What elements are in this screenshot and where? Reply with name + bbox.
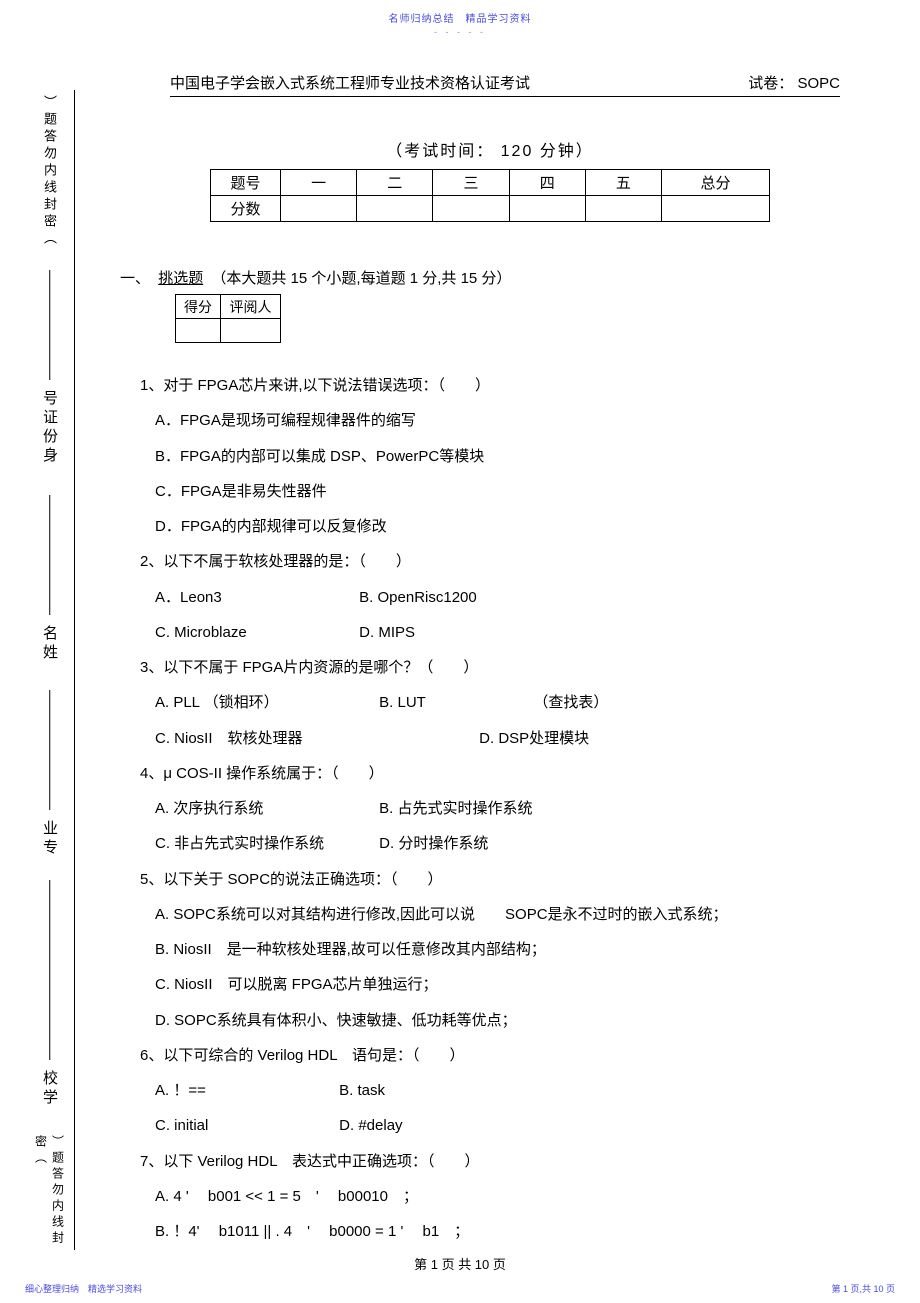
score-cell-value [176,319,221,343]
score-value-row: 分数 [211,196,770,222]
footer-right-watermark: 第 1 页,共 10 页 [831,1282,895,1295]
q3-d: D. DSP处理模块 [479,721,589,756]
q6-row1: A. ！== B. task [140,1073,860,1108]
id-label: 号证份身 [39,390,60,466]
q3-stem: 3、以下不属于 FPGA片内资源的是哪个？（ ） [140,650,860,685]
section-num: 一、 [120,270,150,287]
q4-d: D. 分时操作系统 [379,826,488,861]
section-1-title: 一、 挑选题 （本大题共 15 个小题,每道题 1 分,共 15 分） [120,267,860,288]
td-1 [281,196,357,222]
exam-title-left: 中国电子学会嵌入式系统工程师专业技术资格认证考试 [170,72,530,93]
q3: 3、以下不属于 FPGA片内资源的是哪个？（ ） A. PLL （锁相环） B.… [140,650,860,756]
q5-a: A. SOPC系统可以对其结构进行修改,因此可以说 SOPC是永不过时的嵌入式系… [140,897,860,932]
paper-name: SOPC [797,75,840,92]
q3-row2: C. NiosII 软核处理器 D. DSP处理模块 [140,721,860,756]
q6-stem: 6、以下可综合的 Verilog HDL 语句是：（ ） [140,1038,860,1073]
seal-text-bottom: ）题答勿内线封密（ [33,1135,67,1250]
q4-a: A. 次序执行系统 [155,791,375,826]
q1-c: C．FPGA是非易失性器件 [140,474,860,509]
q5-c: C. NiosII 可以脱离 FPGA芯片单独运行； [140,967,860,1002]
q6-a: A. ！== [155,1073,335,1108]
paper-label: 试卷： [748,75,793,92]
section-desc: （本大题共 15 个小题,每道题 1 分,共 15 分） [211,270,511,287]
q4-c: C. 非占先式实时操作系统 [155,826,375,861]
main-content: （考试时间： 120 分钟） 题号 一 二 三 四 五 总分 分数 一、 挑选题… [120,97,860,1249]
td-score-label: 分数 [211,196,281,222]
q5: 5、以下关于 SOPC的说法正确选项：（ ） A. SOPC系统可以对其结构进行… [140,862,860,1038]
q3-a: A. PLL （锁相环） [155,685,375,720]
th-3: 三 [433,170,509,196]
q6: 6、以下可综合的 Verilog HDL 语句是：（ ） A. ！== B. t… [140,1038,860,1144]
q1-stem: 1、对于 FPGA芯片来讲,以下说法错误选项：（ ） [140,368,860,403]
score-table: 题号 一 二 三 四 五 总分 分数 [210,169,770,222]
binding-sidebar: ）题答勿内线封密（ 号证份身 名姓 业专 校学 ）题答勿内线封密（ [25,90,75,1250]
school-label: 校学 [39,1070,60,1108]
td-total [662,196,770,222]
td-2 [357,196,433,222]
watermark-top: 名师归纳总结 精品学习资料 [0,0,920,25]
footer-left-watermark: 细心整理归纳 精选学习资料 [25,1282,142,1295]
q6-b: B. task [339,1073,385,1108]
exam-title-row: 中国电子学会嵌入式系统工程师专业技术资格认证考试 试卷： SOPC [170,72,840,97]
reviewer-cell-value [221,319,281,343]
score-cell-label: 得分 [176,295,221,319]
page-number: 第 1 页 共 10 页 [0,1254,920,1273]
th-5: 五 [585,170,661,196]
q2-a: A．Leon3 [155,580,355,615]
exam-time: （考试时间： 120 分钟） [120,137,860,161]
q6-d: D. #delay [339,1108,402,1143]
q4-row2: C. 非占先式实时操作系统 D. 分时操作系统 [140,826,860,861]
q6-c: C. initial [155,1108,335,1143]
q2-b: B. OpenRisc1200 [359,580,477,615]
seal-text-top: ）题答勿内线封密（ [40,95,59,248]
q6-row2: C. initial D. #delay [140,1108,860,1143]
watermark-top-sub: - - - - - [0,25,920,37]
sidebar-bar-2 [49,495,51,615]
q2-stem: 2、以下不属于软核处理器的是：（ ） [140,544,860,579]
q1-d: D．FPGA的内部规律可以反复修改 [140,509,860,544]
q3-c: C. NiosII 软核处理器 [155,721,475,756]
td-5 [585,196,661,222]
th-1: 一 [281,170,357,196]
q2-d: D. MIPS [359,615,415,650]
q5-b: B. NiosII 是一种软核处理器,故可以任意修改其内部结构； [140,932,860,967]
q1-a: A．FPGA是现场可编程规律器件的缩写 [140,403,860,438]
th-2: 二 [357,170,433,196]
q2-row1: A．Leon3 B. OpenRisc1200 [140,580,860,615]
section-name: 挑选题 [154,270,207,287]
q7-stem: 7、以下 Verilog HDL 表达式中正确选项：（ ） [140,1144,860,1179]
q7-a: A. 4 ' b001 << 1 = 5 ' b00010 ； [140,1179,860,1214]
q2: 2、以下不属于软核处理器的是：（ ） A．Leon3 B. OpenRisc12… [140,544,860,650]
q4-b: B. 占先式实时操作系统 [379,791,532,826]
q4: 4、μ COS-II 操作系统属于：（ ） A. 次序执行系统 B. 占先式实时… [140,756,860,862]
reviewer-table: 得分 评阅人 [175,294,281,343]
q3-row1: A. PLL （锁相环） B. LUT （查找表） [140,685,860,720]
th-total: 总分 [662,170,770,196]
td-3 [433,196,509,222]
sidebar-bar-4 [49,880,51,1060]
th-4: 四 [509,170,585,196]
q4-row1: A. 次序执行系统 B. 占先式实时操作系统 [140,791,860,826]
q2-c: C. Microblaze [155,615,355,650]
td-4 [509,196,585,222]
reviewer-cell-label: 评阅人 [221,295,281,319]
name-label: 名姓 [39,625,60,663]
q3-b: B. LUT [379,685,529,720]
sidebar-bar-1 [49,270,51,380]
q7-b: B. ！4' b1011 || . 4 ' b0000 = 1 ' b1 ； [140,1214,860,1249]
q2-row2: C. Microblaze D. MIPS [140,615,860,650]
q5-stem: 5、以下关于 SOPC的说法正确选项：（ ） [140,862,860,897]
major-label: 业专 [39,820,60,858]
q1-b: B．FPGA的内部可以集成 DSP、PowerPC等模块 [140,439,860,474]
sidebar-bar-3 [49,690,51,810]
q5-d: D. SOPC系统具有体积小、快速敏捷、低功耗等优点； [140,1003,860,1038]
q7: 7、以下 Verilog HDL 表达式中正确选项：（ ） A. 4 ' b00… [140,1144,860,1250]
q3-b2: （查找表） [533,685,608,720]
exam-title-right: 试卷： SOPC [748,72,840,93]
th-num: 题号 [211,170,281,196]
q4-stem: 4、μ COS-II 操作系统属于：（ ） [140,756,860,791]
q1: 1、对于 FPGA芯片来讲,以下说法错误选项：（ ） A．FPGA是现场可编程规… [140,368,860,544]
questions-block: 1、对于 FPGA芯片来讲,以下说法错误选项：（ ） A．FPGA是现场可编程规… [140,368,860,1249]
score-header-row: 题号 一 二 三 四 五 总分 [211,170,770,196]
